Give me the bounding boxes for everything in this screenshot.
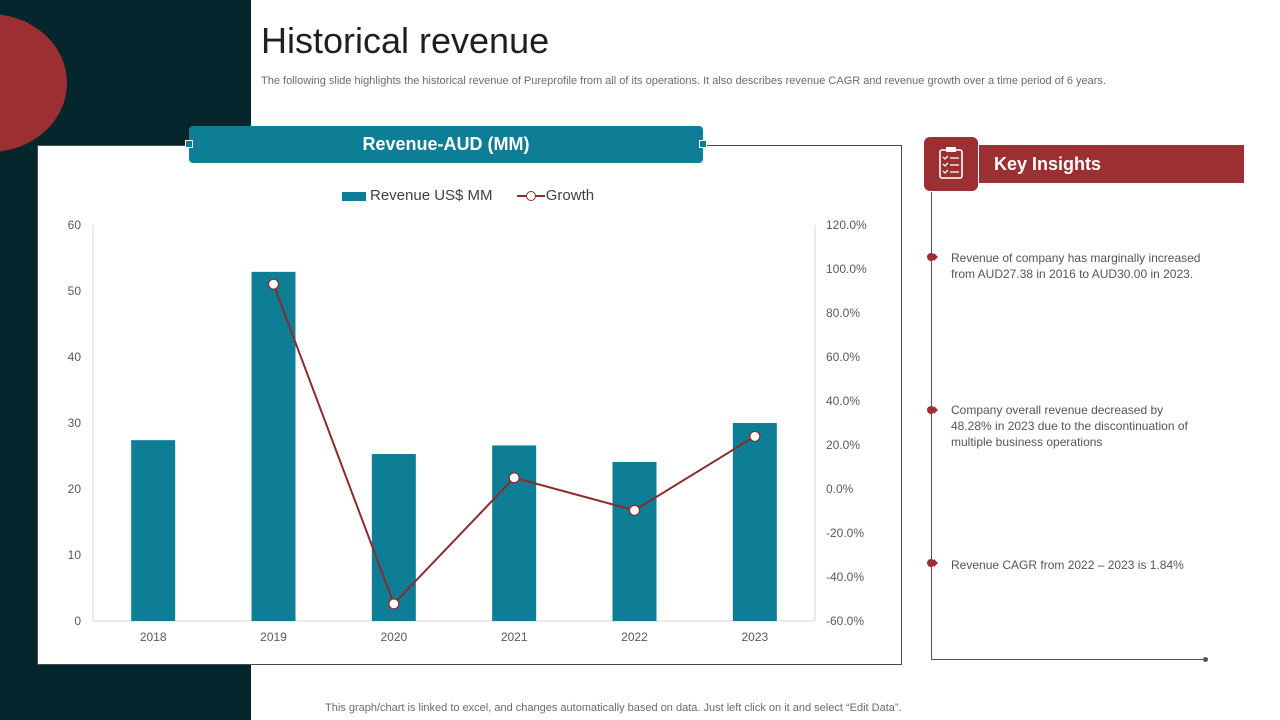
legend-line-label: Growth	[545, 187, 595, 204]
y-left-tick-label: 30	[68, 416, 82, 430]
page-subtitle: The following slide highlights the histo…	[261, 75, 1106, 87]
y-right-tick-label: 80.0%	[826, 306, 860, 320]
y-left-tick-label: 0	[74, 614, 81, 628]
clipboard-icon	[924, 137, 978, 191]
page-title: Historical revenue	[261, 20, 550, 61]
y-right-tick-label: 0.0%	[826, 482, 854, 496]
header-handle-right	[699, 140, 707, 148]
y-right-tick-label: 60.0%	[826, 350, 860, 364]
y-right-tick-label: 100.0%	[826, 262, 867, 276]
growth-point	[267, 278, 280, 290]
key-insights-header: Key Insights	[979, 145, 1244, 183]
x-tick-label: 2022	[621, 630, 648, 644]
growth-point	[388, 598, 400, 610]
growth-point	[749, 430, 761, 443]
growth-point	[508, 472, 520, 484]
revenue-bar	[371, 454, 416, 621]
x-tick-label: 2023	[741, 630, 768, 644]
y-right-tick-label: -40.0%	[826, 570, 864, 584]
chart-header: Revenue-AUD (MM)	[185, 126, 707, 163]
insight-item: Revenue of company has marginally increa…	[951, 251, 1201, 281]
y-right-tick-label: -60.0%	[826, 614, 864, 628]
header-handle-left	[185, 140, 193, 148]
legend-line-swatch	[516, 191, 545, 202]
x-tick-label: 2021	[501, 630, 528, 644]
insight-item: Revenue CAGR from 2022 – 2023 is 1.84%	[951, 558, 1184, 572]
insights-end-dot	[1203, 657, 1208, 662]
y-left-tick-label: 60	[68, 218, 82, 232]
revenue-bar	[492, 445, 537, 621]
chart-header-label: Revenue-AUD (MM)	[362, 134, 530, 154]
y-left-tick-label: 10	[68, 548, 82, 562]
revenue-bar	[251, 271, 296, 621]
insight-bullet-icon	[927, 559, 938, 567]
insights-timeline	[931, 192, 932, 660]
chart-legend: Revenue US$ MM Growth	[342, 187, 594, 204]
revenue-bar	[612, 461, 657, 621]
revenue-chart[interactable]: 0 10 20 30 40 50 60 -60.0% -40.0% -20.0% 0.0% 20.0%…	[37, 145, 902, 665]
insight-item: Company overall revenue decreased by 48.…	[951, 403, 1188, 449]
x-tick-label: 2019	[260, 630, 287, 644]
decor-circle	[0, 14, 67, 152]
insight-bullet-icon	[927, 406, 938, 414]
y-left-tick-label: 40	[68, 350, 82, 364]
growth-point	[628, 504, 641, 516]
y-right-tick-label: -20.0%	[826, 526, 864, 540]
revenue-bar	[732, 423, 777, 621]
insight-bullet-icon	[927, 253, 938, 261]
revenue-bar	[131, 440, 176, 621]
insights-baseline	[931, 659, 1206, 660]
y-right-tick-label: 120.0%	[826, 218, 867, 232]
x-tick-label: 2018	[140, 630, 167, 644]
legend-bar-swatch	[342, 191, 366, 201]
x-tick-label: 2020	[380, 630, 407, 644]
y-left-tick-label: 50	[68, 284, 82, 298]
legend-bar-label: Revenue US$ MM	[370, 187, 493, 204]
y-right-tick-label: 20.0%	[826, 438, 860, 452]
footer-note: This graph/chart is linked to excel, and…	[325, 702, 902, 714]
y-right-tick-label: 40.0%	[826, 394, 860, 408]
y-left-tick-label: 20	[68, 482, 82, 496]
